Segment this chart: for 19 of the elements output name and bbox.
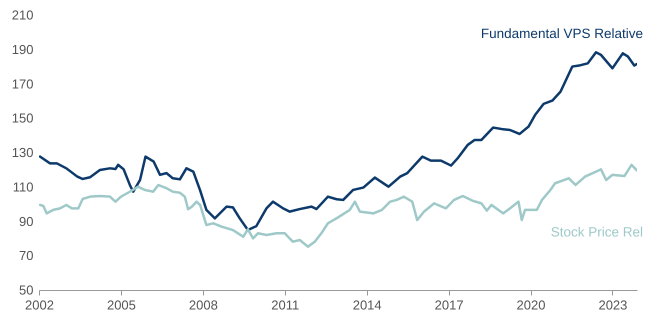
y-tick-label: 50 <box>19 282 34 298</box>
series-label: Fundamental VPS Relative <box>480 26 643 41</box>
series-label: Stock Price Rel <box>550 224 643 240</box>
y-tick-label: 110 <box>12 179 34 194</box>
y-tick-label: 70 <box>19 248 34 264</box>
y-tick-label: 90 <box>19 214 34 229</box>
y-tick-label: 130 <box>12 145 34 160</box>
x-tick-label: 2002 <box>25 298 54 312</box>
x-tick-label: 2005 <box>106 298 136 312</box>
x-tick-label: 2014 <box>352 298 382 312</box>
x-tick-label: 2017 <box>434 298 464 312</box>
y-tick-label: 210 <box>12 8 34 22</box>
x-tick-label: 2023 <box>598 298 628 312</box>
y-tick-label: 170 <box>12 76 34 92</box>
y-tick-label: 190 <box>12 42 34 57</box>
x-tick-label: 2008 <box>188 298 218 312</box>
x-tick-label: 2011 <box>271 298 300 312</box>
y-tick-label: 150 <box>12 110 34 126</box>
x-tick-label: 2020 <box>516 298 546 312</box>
